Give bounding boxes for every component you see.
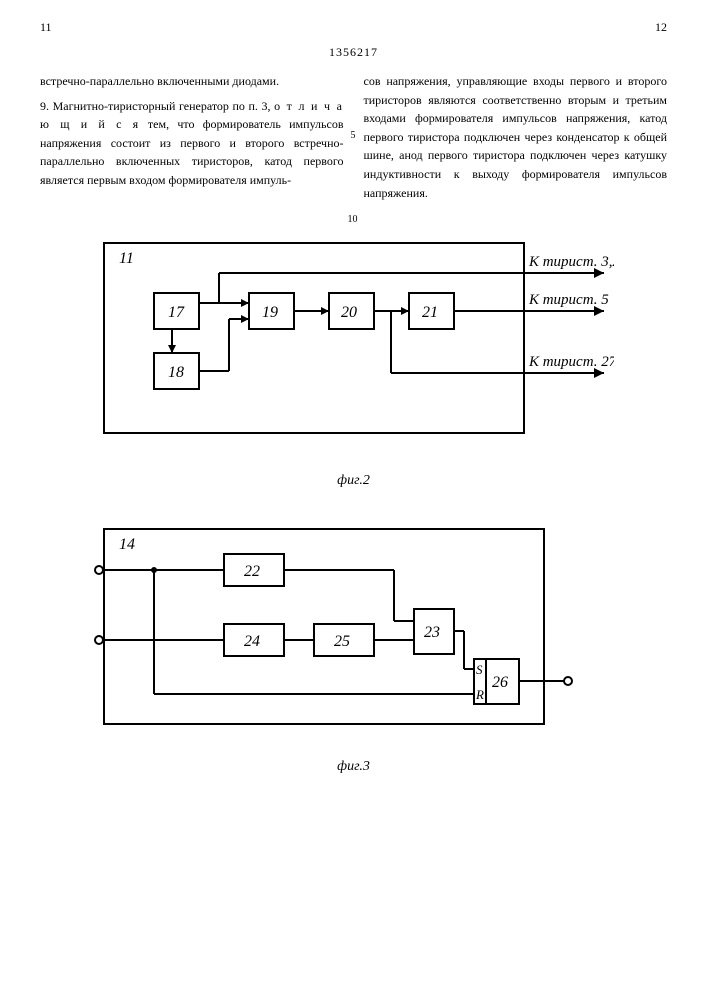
diagram-fig2: 11 17 18 19 20 21	[94, 233, 614, 463]
diagram-fig3: 14 22 24 25 23 S R 26	[94, 519, 614, 749]
junction-dot-icon	[151, 567, 157, 573]
paragraph: сов напряжения, управляющие входы первог…	[364, 72, 668, 202]
left-column: встречно-параллельно включенными диодами…	[40, 72, 344, 208]
block-label: 23	[424, 624, 440, 641]
figure-caption: фиг.2	[40, 473, 667, 489]
block-label: 22	[244, 563, 260, 580]
block-label: 24	[244, 633, 260, 650]
page-header: 11 12	[40, 20, 667, 35]
page-number-right: 12	[655, 20, 667, 35]
block-label: 19	[262, 304, 278, 321]
right-column: сов напряжения, управляющие входы первог…	[364, 72, 668, 208]
document-number: 1356217	[40, 45, 667, 60]
paragraph: встречно-параллельно включенными диодами…	[40, 72, 344, 91]
block-label: 21	[422, 304, 438, 321]
sr-label-r: R	[475, 687, 484, 702]
page: 11 12 1356217 встречно-параллельно включ…	[0, 0, 707, 1000]
figure-3: 14 22 24 25 23 S R 26	[40, 519, 667, 749]
line-number: 5	[351, 128, 356, 144]
line-number: 10	[348, 212, 358, 228]
block-label: 26	[492, 674, 508, 691]
terminal-icon	[564, 677, 572, 685]
figure-caption: фиг.3	[40, 759, 667, 775]
terminal-icon	[95, 566, 103, 574]
block-label: 11	[119, 250, 134, 267]
block-label: 18	[168, 364, 184, 381]
output-label: К тирист. 3,28	[528, 254, 614, 270]
outer-frame	[104, 243, 524, 433]
output-label: К тирист. 27	[528, 354, 614, 370]
text-run: 9. Магнитно-тиристорный генератор по п. …	[40, 99, 274, 113]
figure-2: 11 17 18 19 20 21	[40, 233, 667, 463]
page-number-left: 11	[40, 20, 52, 35]
block-label: 25	[334, 633, 350, 650]
block-label: 14	[119, 536, 135, 553]
block-label: 17	[168, 304, 185, 321]
output-label: К тирист. 5	[528, 292, 609, 308]
sr-label-s: S	[476, 662, 483, 677]
text-body: встречно-параллельно включенными диодами…	[40, 72, 667, 208]
terminal-icon	[95, 636, 103, 644]
block-label: 20	[341, 304, 357, 321]
paragraph: 9. Магнитно-тиристорный генератор по п. …	[40, 97, 344, 190]
